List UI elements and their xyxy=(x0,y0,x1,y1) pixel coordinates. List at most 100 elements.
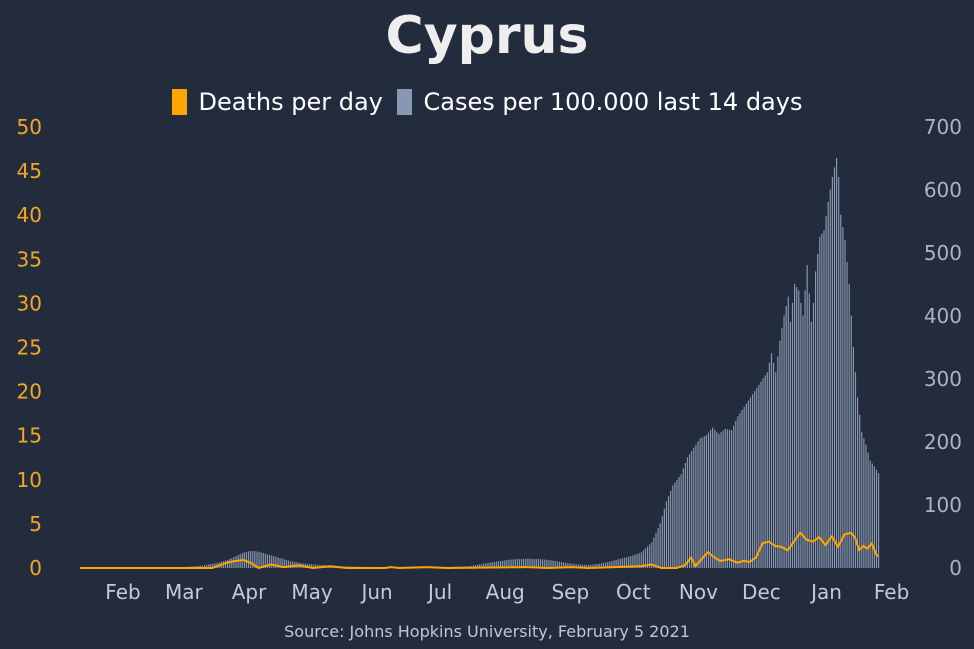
cases-bar xyxy=(577,564,579,568)
cases-bar xyxy=(850,315,852,568)
cases-bar xyxy=(533,558,535,568)
x-axis: Feb Mar Apr May Jun Jul Aug Sep Oct Nov Dec Jan Feb xyxy=(105,580,909,604)
right-tick-label: 500 xyxy=(924,241,962,265)
cases-bar xyxy=(306,563,308,568)
cases-bar xyxy=(313,564,315,568)
cases-bar xyxy=(285,559,287,568)
cases-bar xyxy=(762,378,764,568)
cases-bar xyxy=(560,562,563,568)
x-tick-label: Aug xyxy=(486,580,525,604)
cases-bar xyxy=(682,468,684,568)
cases-bar xyxy=(844,239,846,568)
cases-bar xyxy=(491,562,493,568)
cases-bar xyxy=(516,559,518,568)
cases-bar xyxy=(594,564,596,568)
left-tick-label: 25 xyxy=(17,336,42,360)
cases-bar xyxy=(264,553,266,568)
cases-bar xyxy=(836,158,838,568)
cases-bar xyxy=(315,564,317,568)
cases-bar xyxy=(277,557,279,568)
cases-bar xyxy=(256,551,258,568)
cases-bar xyxy=(831,176,833,568)
cases-bar xyxy=(659,523,661,568)
cases-bar xyxy=(819,236,821,568)
cases-bar xyxy=(521,558,523,568)
cases-bar xyxy=(680,474,682,568)
cases-bar xyxy=(508,559,510,568)
cases-bar xyxy=(514,559,516,568)
cases-bar xyxy=(756,387,758,568)
cases-bar xyxy=(539,559,542,568)
cases-bar xyxy=(833,167,836,568)
cases-bar xyxy=(623,557,626,568)
cases-bar xyxy=(777,356,779,568)
legend-entry-deaths: Deaths per day xyxy=(171,88,383,116)
cases-bar xyxy=(510,559,512,568)
cases-bar xyxy=(712,427,714,568)
cases-bar xyxy=(476,564,479,568)
cases-bar xyxy=(201,565,203,568)
cases-bar xyxy=(678,477,680,568)
cases-bar xyxy=(290,561,292,568)
cases-bar xyxy=(859,414,861,568)
cases-bar xyxy=(787,296,789,568)
cases-bar xyxy=(493,561,495,568)
cases-bar xyxy=(598,563,600,568)
cases-bar xyxy=(227,559,229,568)
cases-bar xyxy=(676,479,678,568)
x-tick-label: Mar xyxy=(165,580,204,604)
cases-bar xyxy=(791,302,794,568)
x-tick-label: Jan xyxy=(809,580,842,604)
cases-bar xyxy=(817,254,819,568)
cases-bar xyxy=(210,564,212,568)
cases-bar xyxy=(523,558,525,568)
cases-bar xyxy=(810,321,812,568)
cases-bar xyxy=(745,403,747,568)
left-tick-label: 5 xyxy=(29,512,42,536)
cases-bar xyxy=(695,444,697,568)
cases-bar xyxy=(773,362,775,568)
cases-bar xyxy=(875,469,878,568)
cases-bar xyxy=(504,560,506,568)
x-tick-label: Oct xyxy=(616,580,651,604)
cases-bar xyxy=(848,284,850,568)
cases-bar xyxy=(857,397,859,568)
cases-bar xyxy=(548,560,550,568)
cases-bar xyxy=(779,340,781,568)
cases-bar xyxy=(497,561,500,568)
cases-bar xyxy=(644,548,647,568)
cases-bar xyxy=(728,429,731,568)
cases-bar xyxy=(871,463,873,568)
left-tick-label: 15 xyxy=(17,424,42,448)
cases-bar xyxy=(854,372,857,568)
cases-bar xyxy=(800,302,802,568)
cases-bar xyxy=(804,290,806,568)
source-note: Source: Johns Hopkins University, Februa… xyxy=(284,622,690,641)
cases-bar xyxy=(613,560,615,568)
x-tick-label: Feb xyxy=(874,580,909,604)
right-tick-label: 300 xyxy=(924,367,962,391)
cases-bar xyxy=(308,564,311,568)
cases-bar xyxy=(674,482,676,568)
cases-bar xyxy=(258,551,260,568)
cases-bar xyxy=(229,559,231,568)
cases-bar xyxy=(527,558,529,568)
left-tick-label: 30 xyxy=(17,291,42,315)
cases-bar xyxy=(474,565,476,568)
cases-bar xyxy=(581,564,584,568)
x-tick-label: Jul xyxy=(426,580,452,604)
cases-bar xyxy=(638,553,640,568)
x-tick-label: Apr xyxy=(232,580,267,604)
cases-bar xyxy=(741,410,743,568)
cases-bar xyxy=(781,328,783,568)
cases-bar xyxy=(806,265,808,568)
cases-bar xyxy=(311,564,313,568)
cases-bar xyxy=(731,430,733,568)
cases-bar xyxy=(743,406,745,568)
cases-bar xyxy=(588,564,590,568)
cases-bar xyxy=(846,261,848,568)
cases-bar xyxy=(269,554,271,568)
chart-title: Cyprus xyxy=(385,6,589,66)
cases-bar xyxy=(815,271,817,568)
cases-bar xyxy=(592,564,594,568)
